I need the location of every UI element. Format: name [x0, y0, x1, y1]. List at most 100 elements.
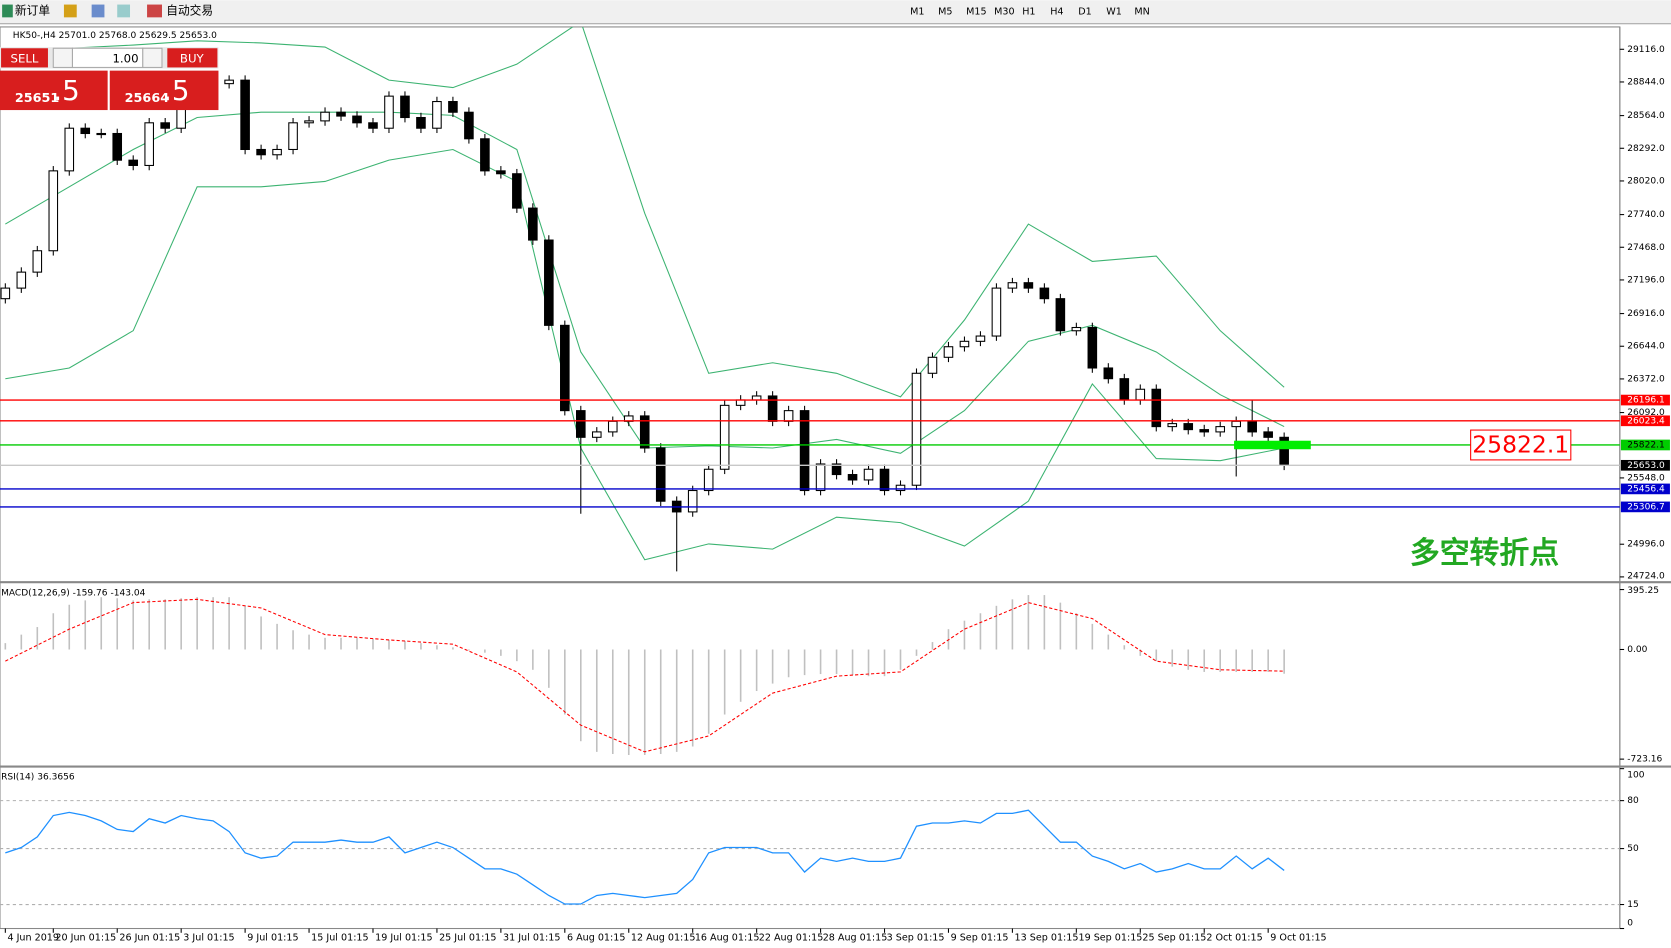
lot-value[interactable]: 1.00 — [112, 51, 138, 65]
price-level-tag — [1620, 459, 1670, 471]
price-level-tag — [1620, 439, 1670, 451]
sell-button[interactable] — [1, 48, 48, 68]
new-order-button[interactable]: 新订单 — [15, 3, 50, 17]
candle-body — [64, 127, 75, 172]
ask-main[interactable]: 25664 — [125, 91, 170, 106]
candle-body — [320, 111, 330, 122]
timeframe-button[interactable]: M15 — [966, 7, 986, 18]
candle-body — [272, 148, 282, 156]
lot-down[interactable] — [52, 47, 73, 68]
macd-signal — [5, 598, 1285, 753]
timeframe-bar: M1 M5 M15 M30 H1 H4 D1 W1 MN — [910, 7, 1150, 18]
timeframe-button[interactable]: H1 — [1022, 7, 1035, 18]
y-tick-label: 24996.0 — [1627, 540, 1665, 550]
price-level-label: 26196.1 — [1627, 396, 1664, 406]
candle-body — [352, 115, 362, 124]
x-tick-label: 25 Jul 01:15 — [439, 933, 496, 944]
candle-body — [512, 173, 522, 209]
sell-label[interactable]: SELL — [11, 51, 39, 65]
price-level-tag — [1620, 483, 1670, 495]
candle-body — [1055, 298, 1066, 332]
x-tick-label: 3 Sep 01:15 — [887, 933, 945, 944]
y-tick-label: 27196.0 — [1627, 275, 1665, 285]
candle-body — [48, 170, 59, 252]
candle-body — [240, 79, 250, 151]
y-tick-label: 28020.0 — [1627, 176, 1665, 186]
candle-body — [496, 170, 506, 175]
candle-body — [1199, 429, 1210, 433]
timeframe-button[interactable]: H4 — [1050, 7, 1063, 18]
candle-body — [368, 122, 378, 129]
y-tick-label: 26644.0 — [1627, 342, 1665, 352]
x-tick-label: 3 Jul 01:15 — [183, 933, 234, 944]
y-tick-label: 26372.0 — [1627, 374, 1665, 384]
y-tick-label: 28844.0 — [1627, 77, 1665, 87]
auto-trade-icon[interactable] — [147, 4, 162, 18]
buy-label[interactable]: BUY — [180, 51, 205, 65]
candle-body — [432, 101, 442, 129]
toolbar-icon[interactable] — [91, 4, 105, 18]
x-tick-label: 12 Aug 01:15 — [631, 933, 696, 944]
candle-body — [911, 372, 922, 486]
price-level-tag — [1620, 415, 1670, 427]
candle-body — [336, 111, 346, 117]
candle-body — [719, 404, 730, 470]
timeframe-button[interactable]: W1 — [1106, 7, 1122, 18]
candle-body — [1023, 282, 1034, 289]
candle-body — [943, 346, 954, 358]
chart-frame — [0, 26, 1621, 930]
y-tick-label: 100 — [1627, 771, 1645, 781]
x-tick-label: 9 Sep 01:15 — [951, 933, 1009, 944]
x-tick-label: 19 Jul 01:15 — [375, 933, 432, 944]
timeframe-button[interactable]: M1 — [910, 7, 924, 18]
x-tick-label: 2 Oct 01:15 — [1206, 933, 1262, 944]
new-order-icon[interactable] — [2, 4, 13, 18]
candle-body — [1007, 282, 1018, 289]
candle-body — [384, 95, 394, 129]
y-tick-label: 50 — [1627, 844, 1639, 854]
x-tick-label: 4 Jun 2019 — [7, 933, 59, 944]
candle-body — [1087, 326, 1098, 369]
x-tick-label: 25 Sep 01:15 — [1142, 933, 1206, 944]
timeframe-button[interactable]: M30 — [994, 7, 1014, 18]
bid-box[interactable] — [0, 70, 108, 111]
lot-up[interactable] — [142, 47, 163, 68]
candle-body — [607, 420, 618, 433]
toolbar-icon[interactable] — [117, 4, 131, 18]
timeframe-button[interactable]: M5 — [938, 7, 952, 18]
bollinger-band — [5, 148, 1285, 561]
candle-body — [1167, 423, 1178, 428]
timeframe-button[interactable]: MN — [1134, 7, 1149, 18]
price-level-tag — [1620, 394, 1670, 406]
candle-body — [687, 489, 698, 513]
toolbar-icon[interactable] — [63, 4, 77, 18]
y-tick-label: 0 — [1627, 919, 1633, 929]
price-callout: 25822.1 — [1472, 431, 1569, 459]
bid-main[interactable]: 25651 — [15, 91, 59, 106]
price-level-label: 25306.7 — [1627, 502, 1664, 512]
candle-body — [655, 447, 666, 502]
plot-layer: 29116.0 28844.0 28564.0 28292.0 28020.0 27740… — [0, 26, 1670, 944]
y-tick-label: 24724.0 — [1627, 571, 1665, 581]
x-tick-label: 22 Aug 01:15 — [759, 933, 824, 944]
price-callout-box — [1470, 429, 1572, 461]
x-tick-label: 16 Aug 01:15 — [695, 933, 760, 944]
timeframe-button[interactable]: D1 — [1078, 7, 1091, 18]
y-tick-label: 26916.0 — [1627, 309, 1665, 319]
panel-title: HK50-,H4 25701.0 25768.0 25629.5 25653.0 — [13, 31, 217, 41]
candle-body — [639, 415, 650, 449]
bollinger-band — [5, 26, 1285, 398]
annotation: 多空转折点 — [1410, 536, 1559, 571]
candle-body — [1071, 326, 1082, 332]
candle-body — [1215, 426, 1226, 433]
auto-trade-button[interactable]: 自动交易 — [166, 3, 213, 17]
ask-box[interactable] — [109, 70, 219, 111]
buy-button[interactable] — [167, 48, 218, 68]
candle-body — [96, 132, 107, 136]
y-tick-label: 28564.0 — [1627, 111, 1665, 121]
bid-pips[interactable]: .5 — [53, 74, 79, 107]
candle-body — [799, 410, 810, 492]
candle-body — [927, 356, 938, 374]
ask-pips[interactable]: .5 — [163, 74, 189, 107]
price-level-label: 26023.4 — [1627, 416, 1665, 426]
